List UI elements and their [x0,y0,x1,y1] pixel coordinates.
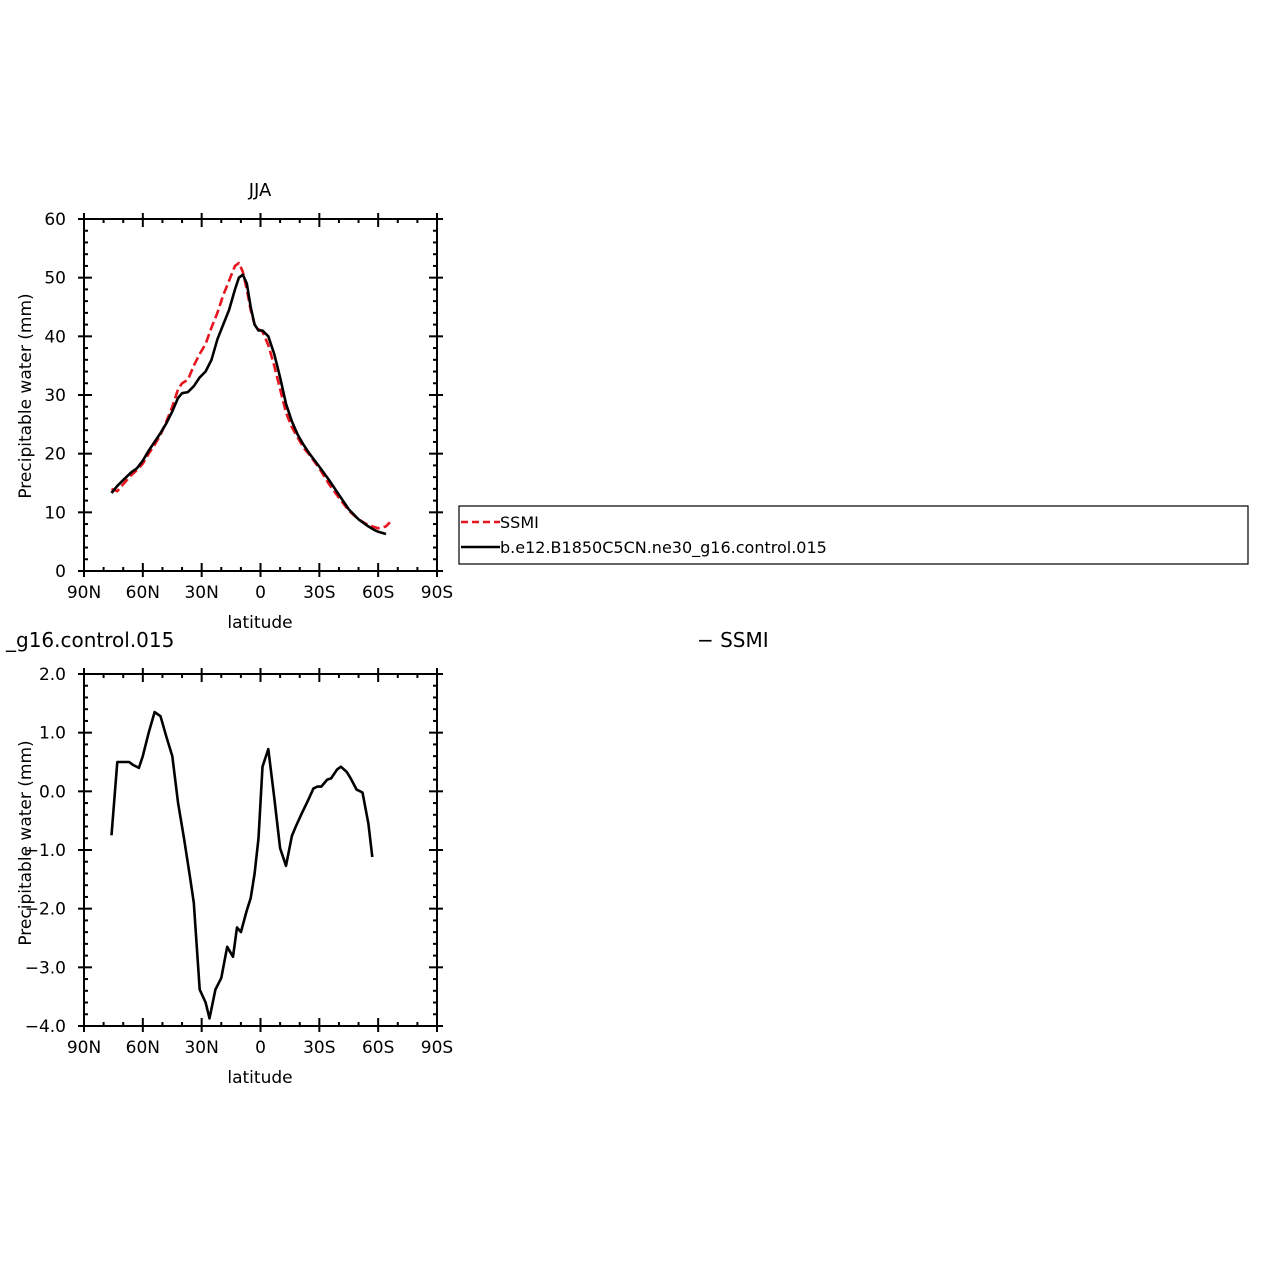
bottom-x-tick-label: 30S [303,1038,335,1058]
bottom-x-tick-label: 90S [421,1038,453,1058]
top-x-axis-label: latitude [227,613,292,633]
bottom-y-label-clip: Precipitable water (mm) [16,740,36,945]
legend-label-ssmi: SSMI [500,513,539,532]
bottom-series-group [110,710,374,1020]
bottom-y-tick-label: 2.0 [39,665,66,685]
bottom-x-tick-label: 0 [255,1038,266,1058]
bottom-panel: _g16.control.015 − SSMI Precipitable wat… [5,628,769,1088]
top-legend: SSMI b.e12.B1850C5CN.ne30_g16.control.01… [458,505,1249,565]
bottom-y-tick-label: 0.0 [39,782,66,802]
bottom-series-line-0 [110,710,374,1020]
top-x-tick-label: 90N [67,583,101,603]
top-y-tick-label: 40 [44,327,66,347]
bottom-y-tick-label: −1.0 [25,841,66,861]
top-panel: JJA Precipitable water (mm) latitude 90N… [16,180,453,633]
top-series-line-1 [110,273,387,536]
bottom-y-tick-label: −2.0 [25,900,66,920]
top-x-tick-label: 60N [126,583,160,603]
top-y-tick-label: 60 [44,210,66,230]
bottom-chart-subtitle: − SSMI [697,628,769,652]
legend-label-model: b.e12.B1850C5CN.ne30_g16.control.015 [500,538,827,558]
top-chart-title: JJA [248,180,272,201]
bottom-y-axis-label: Precipitable water (mm) [16,740,36,945]
top-y-axis-label: Precipitable water (mm) [16,293,36,498]
bottom-x-tick-label: 30N [184,1038,218,1058]
top-x-tick-label: 60S [362,583,394,603]
top-series-group [110,261,391,536]
bottom-x-axis-label: latitude [227,1068,292,1088]
top-plot-frame [83,218,438,572]
top-y-tick-label: 30 [44,386,66,406]
bottom-x-tick-label: 90N [67,1038,101,1058]
top-y-tick-label: 0 [55,562,66,582]
top-x-tick-label: 0 [255,583,266,603]
top-y-tick-label: 10 [44,503,66,523]
bottom-chart-title: _g16.control.015 [5,628,174,652]
top-y-tick-label: 50 [44,269,66,289]
top-y-tick-label: 20 [44,445,66,465]
bottom-y-tick-label: 1.0 [39,724,66,744]
bottom-x-tick-label: 60N [126,1038,160,1058]
top-x-tick-label: 30N [184,583,218,603]
top-x-tick-label: 30S [303,583,335,603]
bottom-plot-frame [83,673,438,1027]
bottom-y-tick-label: −4.0 [25,1017,66,1037]
bottom-y-tick-label: −3.0 [25,958,66,978]
top-x-tick-label: 90S [421,583,453,603]
bottom-x-tick-label: 60S [362,1038,394,1058]
legend-box [458,505,1249,565]
